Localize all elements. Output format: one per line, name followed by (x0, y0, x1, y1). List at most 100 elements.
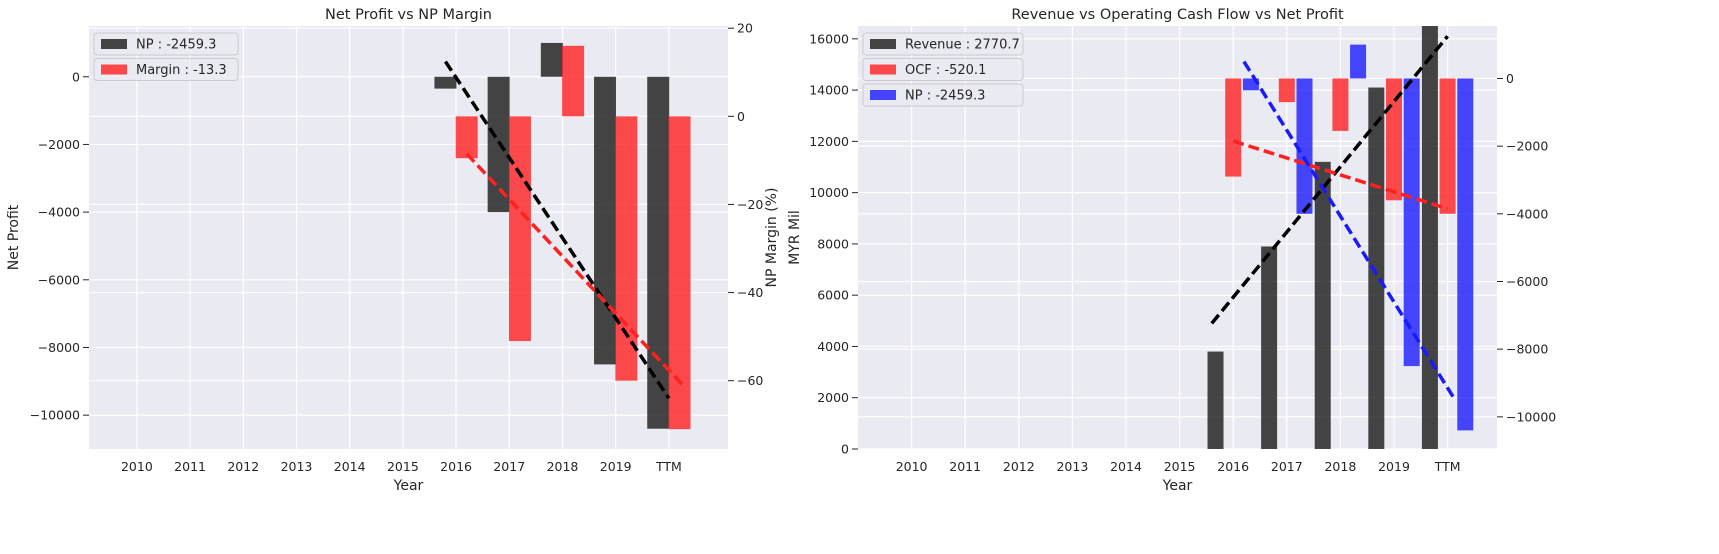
bar (1421, 26, 1438, 449)
legend-box (862, 83, 1024, 107)
x-tick-label: 2011 (949, 459, 981, 474)
trend-line (1210, 35, 1449, 325)
legend-label: Margin : -13.3 (136, 63, 227, 78)
y-tick-label: −2000 (38, 137, 80, 152)
bar (1225, 78, 1242, 177)
chart-title: Revenue vs Operating Cash Flow vs Net Pr… (1011, 7, 1344, 23)
legend-label: NP : -2459.3 (136, 38, 216, 53)
legend-swatch (101, 64, 127, 75)
bar (1457, 78, 1474, 431)
x-tick-label: 2010 (121, 459, 153, 474)
y2-tick-label: −6000 (1506, 274, 1548, 289)
y-tick-label: 10000 (809, 185, 849, 200)
x-tick-label: 2013 (281, 459, 313, 474)
y-tick-label: 8000 (817, 236, 849, 251)
x-tick-label: 2016 (1217, 459, 1249, 474)
trend-line (465, 152, 687, 389)
bar (1368, 87, 1385, 449)
bar (1242, 78, 1259, 91)
y2-tick-label: −8000 (1506, 342, 1548, 357)
chart-panel-1: 2010 2011 2012 2013 2014 2015 2016 2017 2018 2019… (6, 7, 780, 494)
trend-line (1242, 60, 1455, 398)
legend-box (93, 32, 239, 56)
legend-swatch (870, 64, 896, 75)
bar (1207, 351, 1224, 449)
bar (1439, 78, 1456, 214)
legend-label: NP : -2459.3 (905, 89, 985, 104)
x-tick-label: 2017 (493, 459, 525, 474)
bar (455, 116, 478, 159)
x-tick-label: 2018 (547, 459, 579, 474)
y-tick-label: −10000 (30, 408, 80, 423)
bar (1350, 44, 1367, 79)
x-tick-label: 2012 (227, 459, 259, 474)
legend-box (862, 58, 1024, 81)
x-tick-label: 2010 (896, 459, 928, 474)
x-tick-label: 2017 (1271, 459, 1303, 474)
legend-box (862, 32, 1024, 56)
y-tick-label: −6000 (38, 272, 80, 287)
legend-box (93, 58, 239, 81)
y-tick-label: 12000 (809, 134, 849, 149)
y-tick-label: 0 (841, 442, 849, 457)
x-tick-label: 2011 (174, 459, 206, 474)
chart-panel-2: 2010 2011 2012 2013 2014 2015 2016 2017 2018 2019… (787, 7, 1556, 494)
legend-entry: NP : -2459.3 (862, 83, 1024, 107)
bar (434, 76, 457, 89)
bar (1296, 78, 1313, 214)
y2-tick-label: 20 (737, 21, 753, 36)
y2-tick-label: −20 (737, 197, 763, 212)
bar (1403, 78, 1420, 367)
bar (1261, 246, 1278, 449)
legend-swatch (870, 39, 896, 49)
x-axis-label: Year (1162, 478, 1193, 494)
trend-line (1232, 139, 1449, 211)
bar (1314, 161, 1331, 449)
x-axis-label: Year (393, 478, 424, 494)
x-tick-label: 2019 (600, 459, 632, 474)
x-tick-label: 2015 (387, 459, 419, 474)
bar (1278, 78, 1295, 103)
bar (615, 116, 638, 381)
trend-line (443, 60, 671, 400)
x-tick-label: 2012 (1003, 459, 1035, 474)
x-tick-label: 2015 (1164, 459, 1196, 474)
y2-tick-label: −2000 (1506, 139, 1548, 154)
bar (1332, 78, 1349, 131)
bar (594, 76, 617, 365)
chart-title: Net Profit vs NP Margin (325, 7, 492, 23)
bar (562, 45, 585, 117)
bar (508, 116, 531, 342)
y2-tick-label: −60 (737, 373, 763, 388)
y2-tick-label: −10000 (1506, 409, 1556, 424)
y-axis-label: MYR Mil (787, 210, 803, 265)
y-tick-label: 4000 (817, 339, 849, 354)
x-tick-label: TTM (655, 459, 682, 474)
bar (668, 116, 691, 430)
legend-label: OCF : -520.1 (905, 63, 986, 78)
x-tick-label: 2014 (1110, 459, 1142, 474)
y2-tick-label: −4000 (1506, 206, 1548, 221)
x-tick-label: 2019 (1378, 459, 1410, 474)
y-tick-label: 2000 (817, 390, 849, 405)
legend-label: Revenue : 2770.7 (905, 38, 1020, 53)
legend-swatch (870, 90, 896, 100)
legend-entry: Revenue : 2770.7 (862, 32, 1024, 56)
y-tick-label: 0 (72, 69, 80, 84)
y2-tick-label: 0 (1506, 71, 1514, 86)
legend-entry: NP : -2459.3 (93, 32, 239, 56)
x-tick-label: 2013 (1056, 459, 1088, 474)
y-axis-label: Net Profit (6, 204, 22, 270)
y-tick-label: −4000 (38, 205, 80, 220)
legend-swatch (101, 39, 127, 49)
y-tick-label: −8000 (38, 340, 80, 355)
y2-tick-label: −40 (737, 285, 763, 300)
y-tick-label: 6000 (817, 288, 849, 303)
x-tick-label: 2018 (1324, 459, 1356, 474)
legend-entry: OCF : -520.1 (862, 58, 1024, 81)
y2-tick-label: 0 (737, 109, 745, 124)
bar (540, 42, 563, 77)
y2-axis-label: NP Margin (%) (764, 188, 780, 288)
